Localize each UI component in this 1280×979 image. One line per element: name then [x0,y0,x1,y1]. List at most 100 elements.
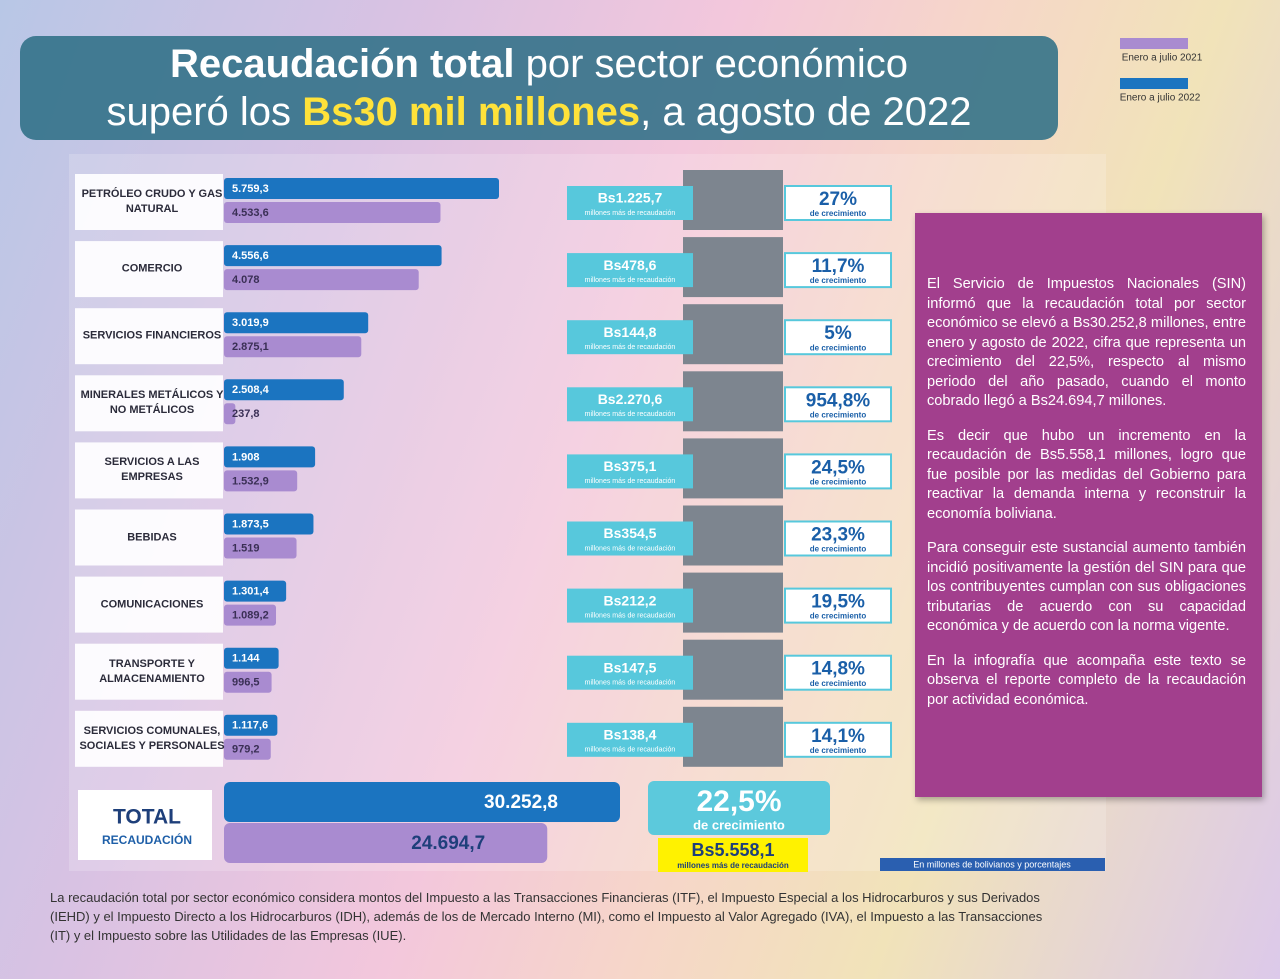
growth-value: 19,5% [811,592,865,613]
difference-caption: millones más de recaudación [585,277,676,284]
photo [683,237,783,298]
total-label-box [78,790,212,860]
growth-badge [784,185,892,221]
category-box [75,375,223,432]
title: Recaudación total por sector económico s… [20,36,1058,140]
growth-caption: de crecimiento [810,276,867,285]
bar-value-label: 1.301,4 [232,586,270,598]
bar-value-label: 3.019,9 [232,317,269,329]
footnote: La recaudación total por sector económic… [50,890,1043,943]
difference-value: Bs375,1 [604,458,657,474]
bar-value-label: 4.078 [232,274,260,286]
bar [224,714,278,736]
photo [683,170,783,230]
difference-caption: millones más de recaudación [585,478,676,485]
category-label: BEBIDAS [127,531,177,543]
difference-caption: millones más de recaudación [585,411,676,418]
difference-badge [567,588,693,623]
side-text-box: El Servicio de Impuestos Nacionales (SIN… [915,213,1262,797]
bar-value-label: 1.519 [232,542,260,554]
category-box [75,710,223,767]
category-label: SERVICIOS FINANCIEROS [82,329,222,342]
bar-value-label: 1.144 [232,653,260,665]
difference-badge [567,186,693,220]
growth-value: 24,5% [811,457,865,478]
growth-value: 954,8% [806,390,871,411]
category-label: SERVICIOS A LAS EMPRESAS [104,456,200,484]
growth-caption: de crecimiento [810,545,867,554]
growth-caption: de crecimiento [810,410,867,419]
bar-value-label: 5.759,3 [232,183,269,195]
total-growth-box [648,781,830,835]
paragraph: En la infografía que acompaña este texto… [927,652,1246,708]
paragraph: El Servicio de Impuestos Nacionales (SIN… [927,276,1246,409]
legend-label: Enero a julio 2021 [1122,53,1203,64]
growth-badge [784,520,892,557]
bar [224,379,344,401]
title-line2: superó los [106,90,292,134]
growth-badge [784,721,892,758]
difference-badge [567,454,693,489]
difference-caption: millones más de recaudación [585,545,676,552]
growth-badge [784,453,892,490]
bar-value-label: 4.556,6 [232,250,269,262]
legend-swatch [1120,78,1188,89]
difference-value: Bs478,6 [604,257,657,273]
legend-label: Enero a julio 2022 [1120,93,1201,104]
growth-badge [784,587,892,624]
bar [224,537,297,559]
category-label: TRANSPORTE Y ALMACENAMIENTO [99,657,205,685]
difference-badge [567,253,693,288]
title-box [20,36,1058,140]
bar [224,580,287,602]
bar [224,178,499,199]
difference-value: Bs144,8 [604,324,657,340]
category-label: COMERCIO [121,262,183,275]
units-note: En millones de bolivianos y porcentajes [913,859,1071,869]
legend-swatch [1120,38,1188,49]
category-box [75,308,223,365]
bar [224,470,298,492]
bar [224,647,279,669]
bar [224,513,314,535]
category-box [75,442,223,499]
difference-caption: millones más de recaudación [585,344,676,351]
difference-badge [567,521,693,556]
growth-badge [784,654,892,691]
growth-caption: de crecimiento [810,478,867,487]
photo [683,371,783,432]
bar [224,446,316,468]
bar [224,312,369,334]
bar-value-label: 996,5 [232,677,260,689]
bar-value-label: 1.908 [232,451,260,463]
difference-caption: millones más de recaudación [585,612,676,619]
category-label: COMUNICACIONES [100,598,204,611]
growth-value: 5% [824,323,852,344]
total-difference: Bs5.558,1 [691,840,774,860]
bar-value-label: 237,8 [232,408,260,420]
difference-value: Bs138,4 [604,727,657,743]
photo [683,505,783,566]
title-highlight: Bs30 mil millones [302,90,641,134]
bar-value-label: 1.117,6 [232,720,268,732]
total-difference-caption: millones más de recaudación [677,861,789,870]
category-label: PETRÓLEO CRUDO Y GAS NATURAL [81,188,223,215]
difference-badge [567,722,693,757]
bar [224,604,277,626]
bar [224,269,419,291]
total-growth-caption: de crecimiento [693,817,785,832]
paragraph: Para conseguir este sustancial aumento t… [927,540,1246,634]
bar [224,403,236,425]
category-box [75,509,223,566]
bar-value-label: 1.089,2 [232,610,269,622]
photo [683,572,783,633]
photo [683,639,783,700]
category-box [75,643,223,700]
growth-badge [784,319,892,356]
difference-value: Bs212,2 [604,592,657,608]
category-box [75,241,223,298]
growth-badge [784,252,892,289]
total-bar [224,782,620,822]
difference-value: Bs147,5 [604,659,657,675]
